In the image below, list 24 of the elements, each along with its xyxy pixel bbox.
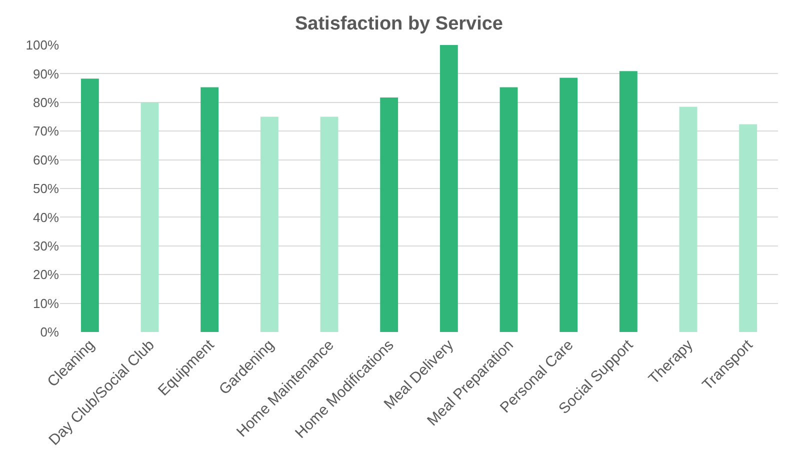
bar xyxy=(140,102,159,332)
bar xyxy=(320,116,338,332)
y-tick-label: 70% xyxy=(32,124,60,139)
y-tick-label: 30% xyxy=(32,238,60,254)
bar xyxy=(739,124,758,332)
bar xyxy=(440,45,458,332)
bar xyxy=(80,78,99,332)
bar xyxy=(679,106,698,332)
bar xyxy=(619,71,638,332)
bar xyxy=(260,116,278,332)
chart-title: Satisfaction by Service xyxy=(294,13,504,34)
bar xyxy=(500,87,518,332)
y-tick-label: 10% xyxy=(32,296,60,311)
y-tick-label: 50% xyxy=(32,181,60,196)
y-tick-label: 0% xyxy=(40,324,60,340)
y-tick-label: 60% xyxy=(32,152,60,168)
bar xyxy=(560,78,578,332)
y-tick-label: 40% xyxy=(32,210,60,225)
bar xyxy=(380,98,398,332)
y-tick-label: 80% xyxy=(32,94,60,110)
y-tick-label: 20% xyxy=(32,267,60,282)
y-tick-label: 100% xyxy=(26,38,60,53)
bar xyxy=(200,87,219,332)
y-tick-label: 90% xyxy=(32,66,60,82)
